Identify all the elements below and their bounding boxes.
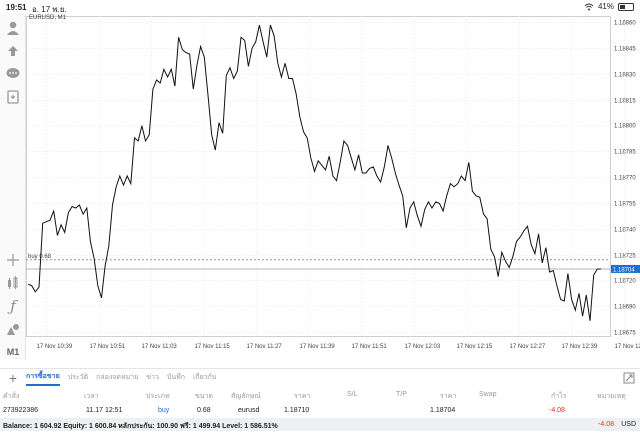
x-tick-label: 17 Nov 11:27 (247, 344, 283, 350)
x-tick-label: 17 Nov 12:27 (510, 344, 546, 350)
table-row[interactable]: 273922386 11.17 12:51 buy 0.68 eurusd 1.… (0, 403, 640, 419)
cell-symbol: eurusd (238, 407, 260, 414)
status-indicators: 41% (584, 2, 634, 11)
y-tick-label: 1.18770 (614, 176, 636, 182)
cell-price2: 1.18704 (430, 407, 456, 414)
chart-type-icon[interactable] (3, 273, 23, 293)
terminal-tabs: + การซื้อขาย ประวัติ กล่องจดหมาย ข่าว บั… (0, 368, 640, 386)
x-tick-label: 17 Nov 10:51 (90, 344, 126, 350)
y-tick-label: 1.18785 (614, 150, 636, 156)
chart-frame (26, 16, 611, 337)
battery-level (620, 4, 625, 9)
current-price-tag (611, 264, 640, 273)
x-tick-label: 17 Nov 12:51 (615, 344, 640, 350)
col-type: ประเภท (146, 393, 170, 400)
x-tick-label: 17 Nov 11:15 (195, 344, 231, 350)
y-tick-label: 1.18675 (614, 331, 636, 337)
wifi-icon (584, 3, 594, 10)
y-tick-label: 1.18815 (614, 99, 636, 105)
left-toolbar: ƒ M1 (0, 14, 26, 359)
y-tick-label: 1.18860 (614, 21, 636, 27)
currency-label: USD (621, 421, 636, 428)
x-tick-label: 17 Nov 11:03 (142, 344, 178, 350)
col-tp: T/P (396, 391, 407, 398)
balance-bar: Balance: 1 604.92 Equity: 1 600.84 หลักป… (0, 418, 640, 431)
indicators-icon[interactable]: ƒ (10, 297, 16, 315)
x-tick-label: 17 Nov 10:39 (37, 344, 73, 350)
col-price: ราคา (294, 393, 311, 400)
trade-table: คำสั่ง เวลา ประเภท ขนาด สัญลักษณ์ ราคา S… (0, 387, 640, 419)
cell-order: 273922386 (3, 407, 39, 414)
col-profit: กำไร (551, 393, 567, 400)
col-swap: Swap (479, 391, 497, 398)
status-date: อ. 17 พ.ย. (32, 5, 67, 14)
x-tick-label: 17 Nov 12:39 (562, 344, 598, 350)
col-price2: ราคา (440, 393, 457, 400)
col-volume: ขนาด (195, 393, 214, 400)
battery-icon (618, 2, 634, 11)
cell-price: 1.18710 (284, 407, 310, 414)
tab-news[interactable]: ข่าว (146, 374, 159, 381)
y-tick-label: 1.18740 (614, 228, 636, 234)
new-document-icon[interactable] (3, 87, 23, 107)
price-chart-svg[interactable]: 1.18860 1.18845 1.18830 1.18815 1.18800 1.187… (26, 14, 640, 359)
col-comment: หมายเหตุ (597, 393, 626, 400)
x-tick-label: 17 Nov 11:39 (300, 344, 336, 350)
table-header-row: คำสั่ง เวลา ประเภท ขนาด สัญลักษณ์ ราคา S… (0, 387, 640, 403)
objects-icon[interactable] (3, 319, 23, 339)
account-icon[interactable] (3, 18, 23, 38)
expand-icon[interactable] (618, 370, 640, 386)
tab-about[interactable]: เกี่ยวกับ (192, 374, 217, 381)
y-tick-label: 1.18690 (614, 305, 636, 311)
add-icon[interactable]: + (8, 369, 18, 386)
y-tick-label: 1.18725 (614, 254, 636, 260)
tab-mailbox[interactable]: กล่องจดหมาย (96, 374, 139, 381)
col-order: คำสั่ง (3, 393, 20, 400)
cell-volume: 0.68 (197, 407, 211, 414)
balance-summary: Balance: 1 604.92 Equity: 1 600.84 หลักป… (3, 423, 278, 430)
status-bar: 19:51 อ. 17 พ.ย. 41% (0, 0, 640, 14)
y-tick-label: 1.18720 (614, 279, 636, 285)
y-tick-label: 1.18755 (614, 202, 636, 208)
tab-history[interactable]: ประวัติ (67, 374, 89, 381)
cell-profit: -4.08 (549, 407, 565, 414)
price-series-line (27, 24, 601, 321)
total-profit: -4.08 (598, 421, 614, 428)
tab-journal[interactable]: บันทึก (166, 374, 185, 381)
col-time: เวลา (84, 393, 99, 400)
y-tick-label: 1.18845 (614, 47, 636, 53)
x-tick-label: 17 Nov 12:03 (405, 344, 441, 350)
price-chart[interactable]: 1.18860 1.18845 1.18830 1.18815 1.18800 1.187… (26, 14, 640, 359)
y-tick-label: 1.18830 (614, 73, 636, 79)
crosshair-icon[interactable] (3, 250, 23, 270)
col-symbol: สัญลักษณ์ (231, 393, 261, 400)
chat-icon[interactable] (3, 64, 23, 84)
x-tick-label: 17 Nov 12:15 (457, 344, 493, 350)
entry-price-label: buy 0.68 (28, 254, 52, 260)
col-sl: S/L (347, 391, 358, 398)
current-price-label: 1.18704 (613, 267, 635, 273)
chart-symbol-label: EURUSD, M1 (29, 15, 67, 21)
battery-percent: 41% (597, 2, 614, 11)
cell-type: buy (158, 407, 170, 414)
status-time: 19:51 (6, 3, 27, 12)
x-tick-label: 17 Nov 11:51 (352, 344, 388, 350)
tab-trade[interactable]: การซื้อขาย (26, 369, 60, 386)
cell-time: 11.17 12:51 (86, 407, 123, 414)
trade-icon[interactable] (3, 41, 23, 61)
timeframe-button[interactable]: M1 (6, 347, 20, 357)
y-tick-label: 1.18800 (614, 124, 636, 130)
